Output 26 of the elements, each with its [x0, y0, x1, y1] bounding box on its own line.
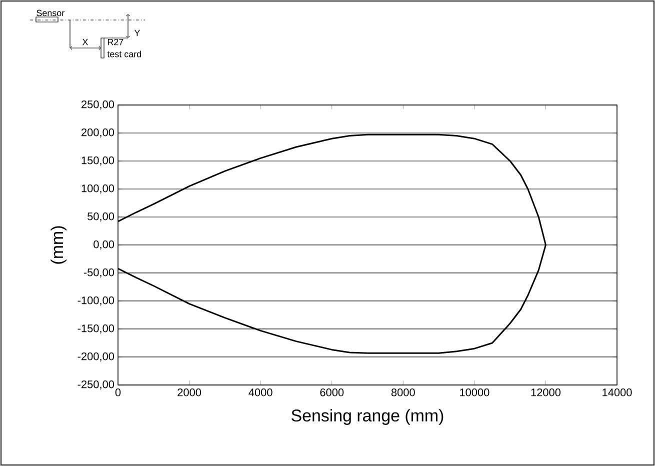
- text: test card: [107, 50, 142, 58]
- x-tick-label: 10000: [460, 388, 490, 396]
- y-tick-label: -150,00: [78, 324, 114, 334]
- text: R27: [108, 38, 124, 46]
- y-tick-label: 100,00: [82, 184, 114, 194]
- y-tick-label: -200,00: [78, 352, 114, 362]
- x-tick-label: 0: [115, 388, 121, 396]
- y-axis-title: (mm): [50, 226, 66, 264]
- y-tick-label: 50,00: [88, 212, 114, 222]
- y-tick-label: 150,00: [82, 156, 114, 166]
- y-tick-label: -50,00: [84, 268, 114, 278]
- text: Y: [134, 30, 140, 36]
- x-tick-label: 4000: [248, 388, 272, 396]
- x-tick-label: 2000: [178, 388, 202, 396]
- text: X: [82, 38, 88, 46]
- x-tick-label: 8000: [391, 388, 415, 396]
- y-tick-label: 0,00: [94, 240, 114, 250]
- x-tick-label: 6000: [320, 388, 344, 396]
- y-tick-label: -250,00: [78, 380, 114, 390]
- x-tick-label: 12000: [531, 388, 561, 396]
- y-tick-label: 250,00: [82, 100, 114, 110]
- x-tick-label: 14000: [602, 388, 632, 396]
- y-tick-label: -100,00: [78, 296, 114, 306]
- text: Sensor: [36, 10, 64, 16]
- x-axis-title: Sensing range (mm): [292, 409, 444, 425]
- y-tick-label: 200,00: [82, 128, 114, 138]
